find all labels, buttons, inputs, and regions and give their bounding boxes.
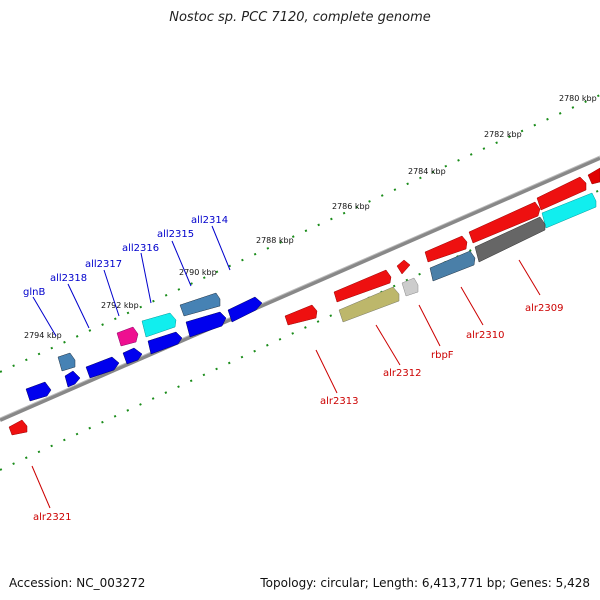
forward-labels: alr2309 alr2310 rbpF alr2312 alr2313 alr… [33,303,563,523]
gene-arrow[interactable] [64,370,81,388]
gene-arrow[interactable] [25,381,52,402]
gene-arrow[interactable] [147,331,183,355]
gene-arrow[interactable] [468,201,541,244]
tick-label: 2784 kbp [408,167,446,176]
tick-label: 2792 kbp [101,301,139,310]
gene-label[interactable]: alr2321 [33,512,71,523]
gene-label[interactable]: rbpF [431,350,454,361]
gene-arrow[interactable] [57,352,76,372]
gene-arrow[interactable] [179,292,221,317]
reverse-callouts [32,225,231,337]
gene-label[interactable]: alr2309 [525,303,563,314]
gene-box[interactable] [541,192,597,229]
gene-arrow[interactable] [396,259,411,275]
gene-arrow[interactable] [141,312,177,338]
tick-label: 2794 kbp [24,331,62,340]
gene-box[interactable] [401,277,419,297]
gene-label[interactable]: all2316 [122,243,159,254]
tick-label: 2780 kbp [559,94,597,103]
accession-text: Accession: NC_003272 [9,576,146,590]
gene-label[interactable]: all2315 [157,229,194,240]
gene-label[interactable]: all2317 [85,259,122,270]
gene-label[interactable]: glnB [23,287,45,298]
gene-label[interactable]: alr2313 [320,396,358,407]
gene-arrow[interactable] [8,419,28,436]
tick-label: 2788 kbp [256,236,294,245]
gene-arrow[interactable] [587,167,600,185]
forward-callouts [31,259,541,509]
gene-arrow[interactable] [116,326,139,347]
gene-arrow[interactable] [333,269,392,303]
genome-axis [0,156,600,422]
gene-label[interactable]: alr2312 [383,368,421,379]
gene-arrow[interactable] [424,235,468,263]
gene-arrow[interactable] [536,176,587,211]
gene-box[interactable] [338,286,400,323]
reverse-labels: all2314 all2315 all2316 all2317 all2318 … [23,215,228,298]
forward-genes [8,167,600,436]
tick-label: 2782 kbp [484,130,522,139]
reverse-genes [25,292,263,402]
gene-arrow[interactable] [227,296,263,323]
gene-arrow[interactable] [122,347,143,365]
gene-box[interactable] [474,216,546,263]
diagram-title: Nostoc sp. PCC 7120, complete genome [169,10,431,25]
gene-arrow[interactable] [185,311,227,338]
genome-stats-text: Topology: circular; Length: 6,413,771 bp… [260,576,590,590]
gene-label[interactable]: alr2310 [466,330,504,341]
gene-label[interactable]: all2314 [191,215,228,226]
genome-axis-highlight [0,155,600,419]
gene-arrow[interactable] [284,304,318,326]
tick-label: 2790 kbp [179,268,217,277]
gene-arrow[interactable] [85,356,120,379]
tick-label: 2786 kbp [332,202,370,211]
gene-label[interactable]: all2318 [50,273,87,284]
gene-box[interactable] [429,250,476,282]
